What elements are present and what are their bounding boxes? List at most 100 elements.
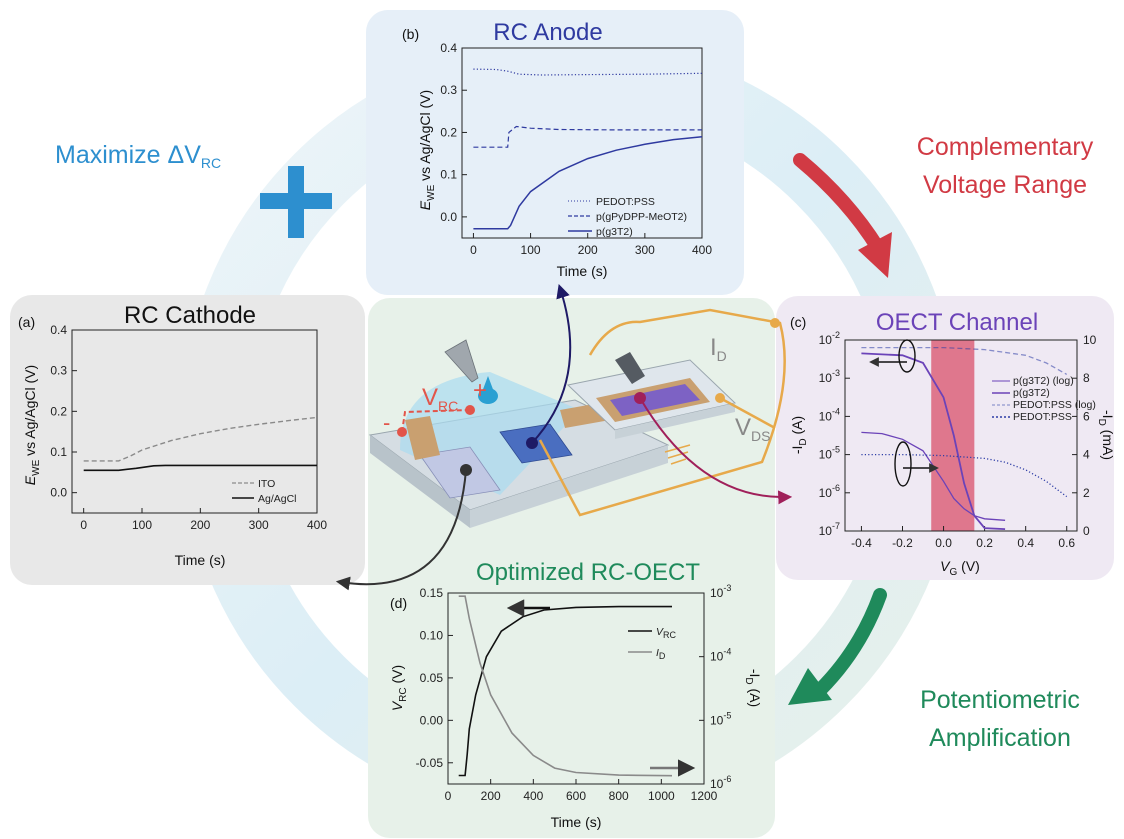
- anode-plot: 0 100 200 300 400 0.0 0.1 0.2 0.3 0.4 Time (s) EW…: [417, 41, 712, 279]
- channel-left-ytick-label: 10-5: [819, 445, 840, 462]
- anode-ytick-label: 0.0: [440, 210, 457, 224]
- channel-left-ytick-label: 10-2: [819, 330, 840, 347]
- cathode-xlabel: Time (s): [175, 552, 226, 568]
- anode-legend-pedot: PEDOT:PSS: [596, 196, 655, 208]
- anode-legend-pgpydpp: p(gPyDPP-MeOT2): [596, 211, 687, 223]
- cathode-letter: (a): [18, 314, 35, 330]
- channel-plot-frame: [844, 339, 1078, 532]
- anode-series-line-0: [473, 68, 703, 76]
- wire-node: [770, 318, 780, 328]
- optimized-xtick-label: 1200: [691, 789, 718, 803]
- channel-xtick-label: 0.2: [976, 536, 993, 550]
- channel-xtick-label: -0.4: [851, 536, 872, 550]
- optimized-left-ytick-label: 0.00: [420, 713, 444, 727]
- cathode-ylabel: EWE vs Ag/AgCl (V): [22, 365, 42, 485]
- channel-axis-indicators: [869, 339, 939, 487]
- channel-plot: -0.4 -0.2 0.0 0.2 0.4 0.6 10-2 10-3 10-4 10-5 10-6…: [789, 330, 1116, 578]
- cathode-series-line-ito: [83, 416, 318, 462]
- optimized-letter: (d): [390, 595, 407, 611]
- optimized-right-ytick-label: 10-5: [710, 710, 731, 727]
- optimized-series-line-id: [458, 595, 673, 777]
- channel-legend-pedot-log: PEDOT:PSS (log): [1013, 399, 1096, 411]
- channel-series-line-0: [861, 431, 1006, 521]
- optimized-left-ytick-label: 0.10: [420, 628, 444, 642]
- anode-series-line-1: [473, 125, 702, 148]
- optimized-left-ytick-label: -0.05: [416, 756, 444, 770]
- channel-right-ytick-label: 8: [1083, 371, 1090, 385]
- complementary-arrow: [793, 153, 885, 255]
- device-substrate-side: [370, 435, 470, 528]
- vds-node: [715, 393, 725, 403]
- cathode-series-line-agagcl: [83, 464, 317, 472]
- anode-xtick-label: 100: [521, 243, 541, 257]
- vrc-node-right: [465, 405, 475, 415]
- channel-legend: p(g3T2) (log) p(g3T2) PEDOT:PSS (log) PE…: [992, 375, 1096, 423]
- anode-xlabel: Time (s): [557, 263, 608, 279]
- channel-letter: (c): [790, 314, 806, 330]
- channel-right-ytick-label: 2: [1083, 486, 1090, 500]
- oect-wire: [719, 396, 776, 430]
- channel-xtick-label: 0.6: [1058, 536, 1075, 550]
- vrc-plus: +: [473, 377, 487, 404]
- anode-title: RC Anode: [493, 19, 602, 46]
- vrc-wire: [401, 409, 471, 433]
- channel-title: OECT Channel: [876, 309, 1038, 336]
- potentiometric-arrow-head: [788, 668, 832, 705]
- plus-icon: [260, 166, 332, 238]
- voltage-window-band: [931, 340, 975, 531]
- anode-xtick-label: 200: [578, 243, 598, 257]
- cathode-connector-arrow: [335, 469, 467, 591]
- optimized-legend-id: ID: [656, 647, 666, 661]
- optimized-axis-indicators: [506, 599, 696, 777]
- channel-left-ytick-label: 10-3: [819, 368, 840, 385]
- optimized-xtick-label: 0: [445, 789, 452, 803]
- complementary-callout-line2: Voltage Range: [923, 171, 1087, 199]
- potentiometric-arrow: [813, 588, 887, 697]
- optimized-legend-vrc: VRC: [656, 626, 677, 640]
- channel-xtick-label: 0.4: [1017, 536, 1034, 550]
- channel-xlabel: VG (V): [940, 558, 980, 578]
- optimized-right-ytick-label: 10-3: [710, 583, 731, 600]
- vrc-minus: -: [383, 410, 390, 435]
- cathode-plot-frame: [71, 329, 318, 514]
- channel-right-ytick-label: 6: [1083, 409, 1090, 423]
- anode-connector-arrow: [531, 284, 572, 444]
- vrc-label: VRC: [422, 384, 458, 414]
- optimized-xtick-label: 200: [481, 789, 501, 803]
- oect-chip-front: [615, 403, 735, 439]
- cathode-electrode: [419, 446, 501, 499]
- id-label: ID: [710, 334, 727, 364]
- optimized-left-ytick-label: 0.05: [420, 671, 444, 685]
- anode-letter: (b): [402, 26, 419, 42]
- cathode-legend-agagcl: Ag/AgCl: [258, 493, 297, 505]
- anode-plot-frame: [461, 47, 703, 239]
- cathode-xtick-label: 0: [80, 518, 87, 532]
- optimized-ylabel-right: -ID (A): [743, 669, 763, 707]
- optimized-ylabel-left: VRC (V): [389, 665, 409, 711]
- channel-legend-pg3t2: p(g3T2): [1013, 387, 1050, 399]
- cathode-title: RC Cathode: [124, 302, 256, 329]
- anode-xtick-label: 300: [635, 243, 655, 257]
- optimized-title: Optimized RC-OECT: [476, 559, 700, 586]
- anode-legend: PEDOT:PSS p(gPyDPP-MeOT2) p(g3T2): [568, 196, 687, 238]
- channel-connector-arrow: [639, 397, 793, 505]
- cathode-xtick-label: 400: [307, 518, 327, 532]
- complementary-callout-line1: Complementary: [917, 133, 1094, 161]
- channel-right-ytick-label: 0: [1083, 524, 1090, 538]
- optimized-right-ytick-label: 10-6: [710, 774, 731, 791]
- anode-xtick-label: 0: [470, 243, 477, 257]
- potentiometric-callout-line1: Potentiometric: [920, 686, 1080, 714]
- cathode-ytick-label: 0.4: [50, 323, 67, 337]
- gold-contact-left: [405, 416, 440, 460]
- optimized-legend: VRC ID: [628, 626, 677, 661]
- cathode-panel: [10, 295, 365, 585]
- vrc-node-left: [397, 427, 407, 437]
- cathode-ytick-label: 0.3: [50, 364, 67, 378]
- anode-ylabel: EWE vs Ag/AgCl (V): [417, 90, 437, 210]
- complementary-arrow-head: [858, 232, 892, 278]
- channel-left-ytick-label: 10-7: [819, 521, 840, 538]
- optimized-series-line-vrc: [458, 605, 672, 777]
- optimized-xtick-label: 400: [523, 789, 543, 803]
- maximize-callout: Maximize ΔVRC: [55, 141, 221, 171]
